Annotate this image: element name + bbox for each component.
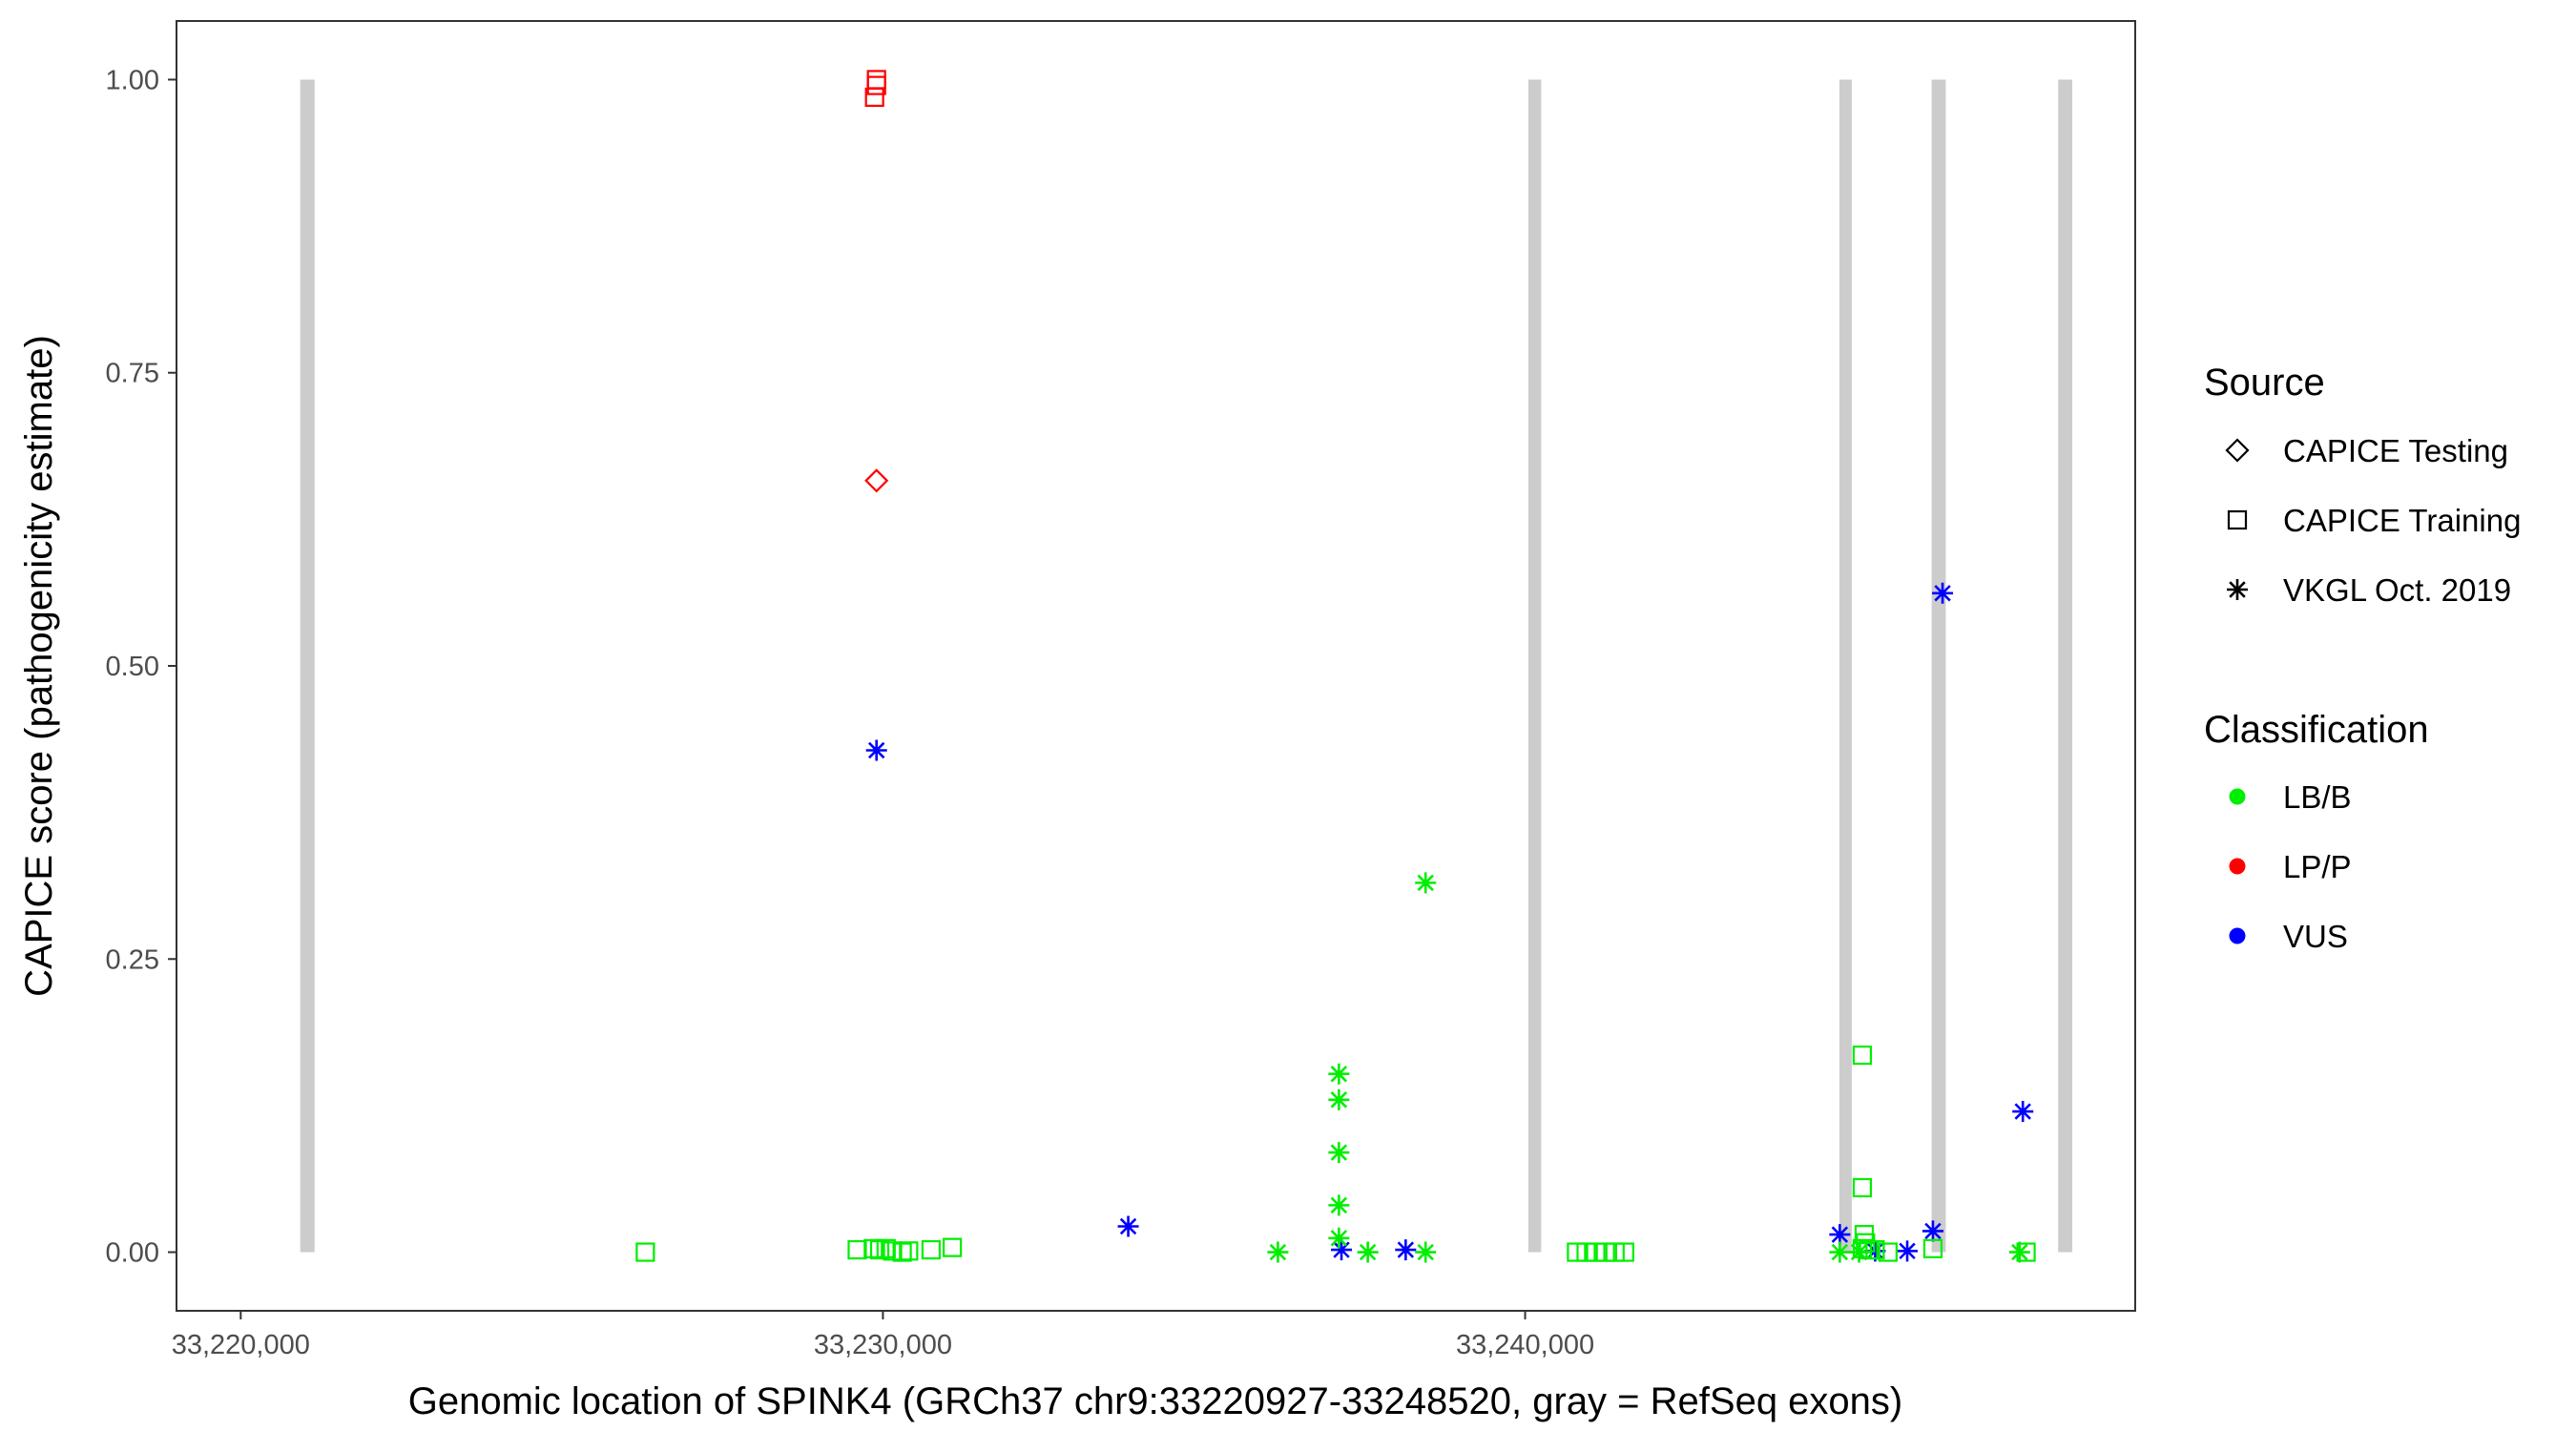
data-point xyxy=(892,1242,912,1262)
data-point xyxy=(1415,872,1437,894)
data-point xyxy=(1117,1215,1139,1237)
data-point xyxy=(1852,1045,1873,1066)
data-point xyxy=(866,75,886,95)
data-point xyxy=(1932,582,1954,604)
exon-bands xyxy=(300,79,2073,1253)
data-point xyxy=(1829,1241,1851,1263)
y-axis-title: CAPICE score (pathogenicity estimate) xyxy=(18,335,60,997)
exon-band xyxy=(1931,79,1946,1253)
x-tick-label: 33,240,000 xyxy=(1456,1330,1594,1360)
data-point xyxy=(865,739,887,761)
data-point xyxy=(847,1239,867,1260)
legend-source-label: CAPICE Testing xyxy=(2283,433,2508,468)
y-tick-label: 0.50 xyxy=(106,652,159,682)
data-point xyxy=(1328,1194,1350,1216)
data-point xyxy=(899,1241,919,1261)
data-point xyxy=(635,1242,655,1262)
data-point xyxy=(1328,1227,1350,1249)
x-tick-label: 33,230,000 xyxy=(814,1330,952,1360)
data-point xyxy=(1852,1238,1873,1258)
data-point xyxy=(1415,1241,1437,1263)
data-point xyxy=(1614,1242,1634,1262)
data-point xyxy=(1395,1239,1417,1261)
legend-source-label: CAPICE Training xyxy=(2283,503,2521,538)
legend-key-dot xyxy=(2229,788,2246,805)
legend-key-asterisk xyxy=(2227,579,2248,600)
legend-source-title: Source xyxy=(2204,362,2325,404)
exon-band xyxy=(300,79,315,1253)
data-point xyxy=(1897,1240,1919,1262)
data-point xyxy=(921,1239,942,1260)
data-point xyxy=(943,1237,963,1257)
data-point xyxy=(1328,1089,1350,1110)
legend-classification-title: Classification xyxy=(2204,709,2429,751)
data-point xyxy=(2008,1241,2030,1263)
y-tick-label: 0.25 xyxy=(106,944,159,975)
data-point xyxy=(869,1239,890,1260)
data-point xyxy=(876,1238,896,1258)
y-tick-label: 0.00 xyxy=(106,1238,159,1269)
x-tick-label: 33,220,000 xyxy=(172,1330,310,1360)
legend-key-square xyxy=(2227,509,2248,530)
data-point xyxy=(2016,1242,2036,1262)
data-point xyxy=(1865,1239,1885,1260)
legend-source-label: VKGL Oct. 2019 xyxy=(2283,572,2511,608)
data-point xyxy=(1829,1224,1851,1246)
legend-key-dot xyxy=(2229,927,2246,944)
data-point xyxy=(864,468,889,493)
data-point xyxy=(2012,1101,2034,1123)
x-axis-title: Genomic location of SPINK4 (GRCh37 chr9:… xyxy=(408,1380,1902,1422)
data-point xyxy=(1922,1220,1943,1242)
legend: Source Classification CAPICE Testing CAPI… xyxy=(2204,362,2521,954)
data-point xyxy=(1328,1142,1350,1164)
data-point xyxy=(1878,1242,1898,1262)
exon-band xyxy=(1527,79,1542,1253)
y-tick-label: 0.75 xyxy=(106,359,159,389)
legend-class-label: LB/B xyxy=(2283,779,2352,815)
data-point xyxy=(1331,1239,1353,1261)
data-points xyxy=(635,70,2036,1263)
axes: 33,220,000 33,230,000 33,240,000 0.00 0.25 0.… xyxy=(106,65,1595,1360)
legend-class-label: LP/P xyxy=(2283,849,2352,884)
legend-key-diamond xyxy=(2225,438,2250,463)
exon-band xyxy=(2058,79,2073,1253)
data-point xyxy=(863,1238,883,1258)
data-point xyxy=(1328,1063,1350,1085)
legend-class-label: VUS xyxy=(2283,919,2348,954)
data-point xyxy=(1357,1241,1379,1263)
exon-band xyxy=(1839,79,1852,1253)
data-point xyxy=(1852,1177,1873,1198)
data-point xyxy=(1267,1241,1289,1263)
legend-key-dot xyxy=(2229,858,2246,875)
data-point xyxy=(1922,1238,1943,1258)
data-point xyxy=(864,87,884,107)
y-tick-label: 1.00 xyxy=(106,65,159,95)
